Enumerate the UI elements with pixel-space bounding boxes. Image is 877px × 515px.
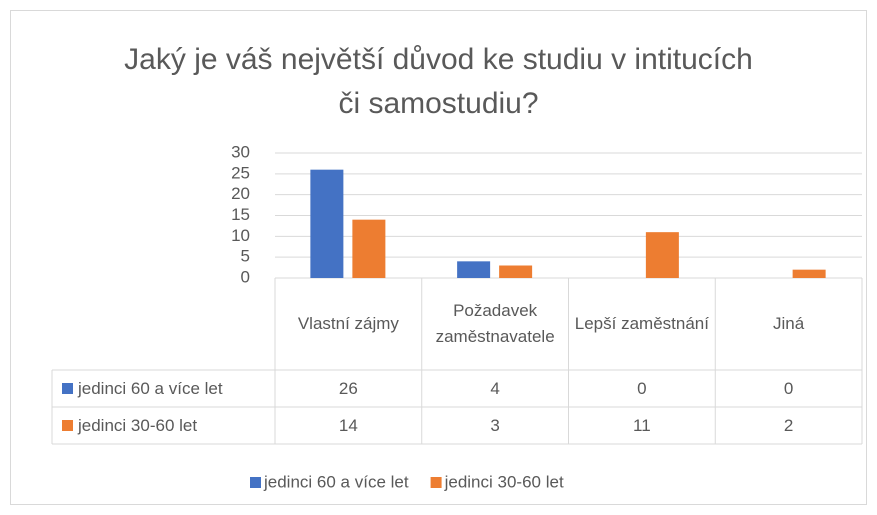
- legend-label: jedinci 30-60 let: [444, 472, 564, 491]
- table-legend-key: [62, 383, 73, 394]
- bar: [792, 269, 826, 278]
- legend-label: jedinci 60 a více let: [263, 472, 409, 491]
- legend-key: [250, 477, 261, 488]
- table-series-name: jedinci 60 a více let: [78, 378, 223, 398]
- chart-title: Jaký je váš největší důvod ke studiu v i…: [124, 43, 753, 120]
- y-tick-label: 0: [241, 267, 250, 286]
- y-tick-label: 20: [231, 184, 250, 203]
- table-value: 4: [490, 378, 500, 398]
- bar: [499, 265, 533, 278]
- y-tick-label: 15: [231, 205, 250, 224]
- table-value: 3: [490, 415, 500, 435]
- table-value: 26: [338, 378, 358, 398]
- bar: [310, 169, 344, 278]
- x-tick-label: Vlastní zájmy: [297, 314, 399, 333]
- table-value: 0: [783, 378, 794, 398]
- legend-key: [430, 477, 442, 488]
- x-tick-label: Jiná: [773, 314, 805, 333]
- x-tick-label: Lepší zaměstnání: [574, 314, 709, 333]
- y-tick-label: 30: [231, 142, 250, 161]
- table-value: 14: [338, 415, 358, 435]
- table-value: 2: [783, 415, 794, 435]
- y-tick-label: 25: [231, 163, 250, 182]
- bar: [352, 219, 386, 278]
- table-legend-key: [62, 420, 73, 431]
- bar: [457, 261, 491, 278]
- y-tick-label: 5: [241, 247, 250, 266]
- bar: [645, 232, 679, 278]
- x-tick-label: Požadavek zaměstnavatele: [435, 301, 555, 346]
- table-series-name: jedinci 30-60 let: [78, 415, 198, 435]
- table-value: 11: [633, 415, 651, 435]
- table-value: 0: [637, 378, 647, 398]
- y-tick-label: 10: [231, 226, 250, 245]
